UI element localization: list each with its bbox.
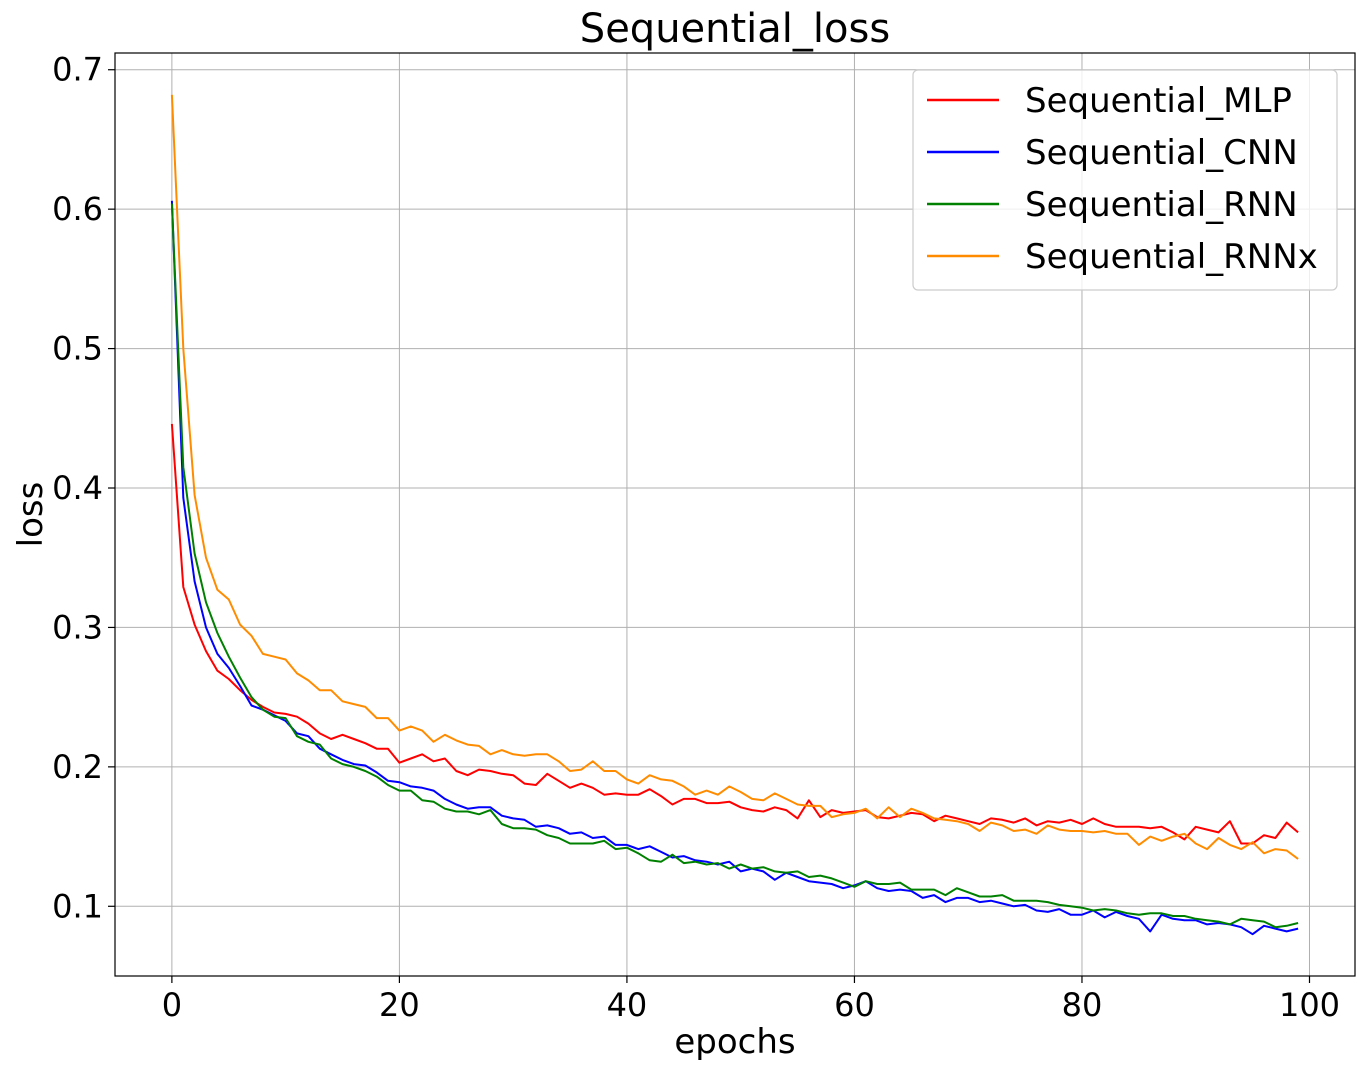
legend-label: Sequential_RNN xyxy=(1025,185,1298,225)
x-tick-label: 80 xyxy=(1062,986,1103,1024)
y-tick-label: 0.4 xyxy=(52,469,103,507)
x-tick-label: 60 xyxy=(834,986,875,1024)
y-tick-label: 0.5 xyxy=(52,330,103,368)
x-tick-label: 0 xyxy=(162,986,182,1024)
x-tick-label: 40 xyxy=(607,986,648,1024)
y-axis-label: loss xyxy=(11,482,51,548)
y-tick-label: 0.3 xyxy=(52,608,103,646)
grid-lines xyxy=(115,53,1355,976)
y-tick-label: 0.1 xyxy=(52,887,103,925)
legend-box xyxy=(912,69,1338,291)
legend-label: Sequential_CNN xyxy=(1025,133,1298,173)
axis-ticks: 0 20 40 60 80 100 0.1 0.2 0.3 0.4 0.5 0.6 0.7 xyxy=(52,51,1340,1024)
series-line-sequential-rnn xyxy=(170,203,1299,929)
legend: Sequential_MLP Sequential_CNN Sequential_R… xyxy=(912,69,1338,291)
legend-label: Sequential_MLP xyxy=(1025,81,1292,121)
chart-title: Sequential_loss xyxy=(580,6,890,52)
y-tick-label: 0.6 xyxy=(52,190,103,228)
x-tick-label: 20 xyxy=(379,986,420,1024)
legend-label: Sequential_RNNx xyxy=(1025,237,1318,277)
axes-frame xyxy=(114,52,1356,977)
y-tick-label: 0.2 xyxy=(52,748,103,786)
series-line-sequential-rnnx xyxy=(170,94,1299,860)
series-lines xyxy=(170,94,1299,936)
x-axis-label: epochs xyxy=(674,1022,795,1062)
series-line-sequential-mlp xyxy=(170,423,1299,845)
y-tick-label: 0.7 xyxy=(52,51,103,89)
x-tick-label: 100 xyxy=(1279,986,1340,1024)
